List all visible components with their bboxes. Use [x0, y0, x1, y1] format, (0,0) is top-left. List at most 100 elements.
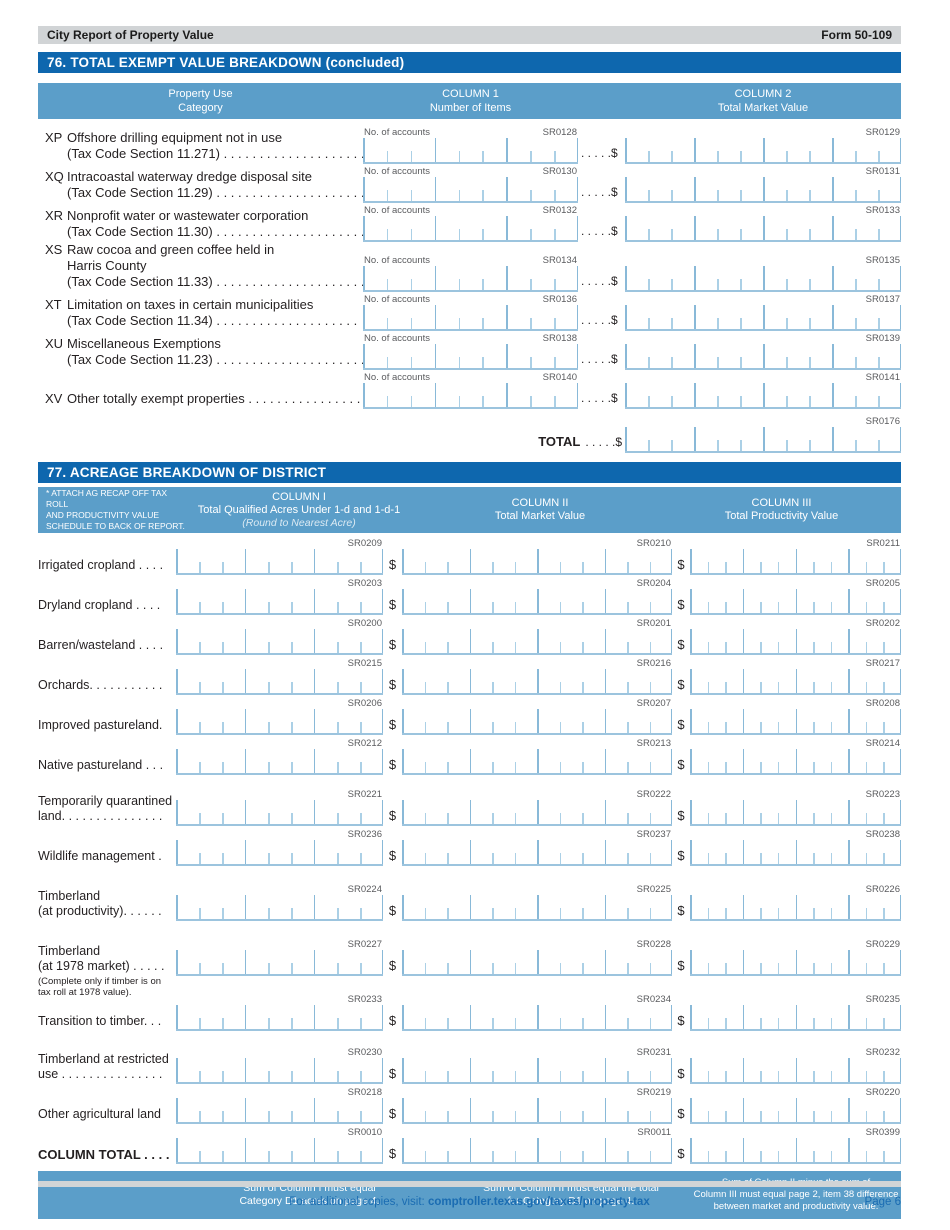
- total-productivity-value-field[interactable]: [690, 840, 901, 866]
- comb-tick: [386, 357, 389, 368]
- total-market-value-field[interactable]: [625, 383, 901, 409]
- no-of-accounts-field[interactable]: [363, 383, 578, 409]
- qualified-acres-field[interactable]: [176, 549, 383, 575]
- comb-tick: [337, 762, 339, 773]
- footer-link[interactable]: comptroller.texas.gov/taxes/property-tax: [427, 1196, 650, 1208]
- no-of-accounts-field[interactable]: [363, 177, 578, 203]
- total-market-value-field[interactable]: [402, 549, 672, 575]
- total-productivity-value-field[interactable]: [690, 749, 901, 775]
- row-label-text: (at productivity). . . . . .: [38, 904, 162, 918]
- total-productivity-value-field[interactable]: [690, 895, 901, 921]
- total-productivity-value-field[interactable]: [690, 1138, 901, 1164]
- total-productivity-value-field[interactable]: [690, 669, 901, 695]
- comb-tick: [670, 895, 672, 919]
- comb-tick: [899, 138, 901, 162]
- qualified-acres-field[interactable]: [176, 709, 383, 735]
- comb-tick: [670, 629, 672, 653]
- comb-tick: [648, 229, 650, 240]
- qualified-acres-field[interactable]: [176, 669, 383, 695]
- total-productivity-value-field[interactable]: [690, 1098, 901, 1124]
- total-market-value-field[interactable]: [402, 669, 672, 695]
- qualified-acres-field[interactable]: [176, 800, 383, 826]
- comb-tick: [604, 669, 606, 693]
- no-of-accounts-field[interactable]: [363, 138, 578, 164]
- sr-code: SR0202: [865, 618, 900, 629]
- total-productivity-value-field[interactable]: [690, 800, 901, 826]
- qualified-acres-field[interactable]: [176, 950, 383, 976]
- comb-tick: [725, 682, 727, 693]
- comb-tick: [176, 549, 178, 573]
- total-productivity-value-field[interactable]: [690, 950, 901, 976]
- comb-tick: [402, 629, 404, 653]
- qualified-acres-field[interactable]: [176, 840, 383, 866]
- qualified-acres-field[interactable]: [176, 589, 383, 615]
- comb-tick: [222, 722, 224, 733]
- comb-tick: [268, 762, 270, 773]
- dollar-sign: $: [388, 1066, 397, 1081]
- qualified-acres-field[interactable]: [176, 895, 383, 921]
- comb-tick: [537, 749, 539, 773]
- total-market-value-field[interactable]: [402, 749, 672, 775]
- qualified-acres-field[interactable]: [176, 1138, 383, 1164]
- total-market-value-field[interactable]: [625, 305, 901, 331]
- no-of-accounts-field[interactable]: [363, 305, 578, 331]
- total-productivity-value-field[interactable]: [690, 549, 901, 575]
- total-market-value-field[interactable]: [402, 1098, 672, 1124]
- exempt-row: XQ Intracoastal waterway dredge disposal …: [38, 164, 901, 203]
- total-productivity-value-field[interactable]: [690, 1005, 901, 1031]
- total-market-value-field[interactable]: [402, 950, 672, 976]
- total-market-value-field[interactable]: [402, 1005, 672, 1031]
- qualified-acres-field[interactable]: [176, 1058, 383, 1084]
- total-productivity-value-field[interactable]: [690, 1058, 901, 1084]
- no-of-accounts-field[interactable]: [363, 344, 578, 370]
- comb-tick: [291, 1151, 293, 1162]
- comb-tick: [830, 853, 833, 864]
- comb-tick: [458, 396, 461, 407]
- sr-code: SR0176: [865, 416, 900, 427]
- total-market-value-field[interactable]: [625, 138, 901, 164]
- comb-tick: [291, 682, 293, 693]
- total-market-value-field[interactable]: [402, 800, 672, 826]
- comb-tick: [832, 138, 834, 162]
- total-market-value-field[interactable]: [625, 216, 901, 242]
- no-of-accounts-field[interactable]: [363, 216, 578, 242]
- comb-tick: [268, 813, 270, 824]
- comb-tick: [740, 357, 742, 368]
- sr-code: SR0224: [347, 884, 382, 895]
- total-productivity-value-field[interactable]: [690, 709, 901, 735]
- market-value-cell: SR0135: [625, 253, 901, 292]
- grand-total-field[interactable]: [625, 427, 901, 453]
- comb-tick: [506, 138, 508, 162]
- total-productivity-value-field[interactable]: [690, 629, 901, 655]
- comb-tick: [795, 1138, 797, 1162]
- comb-tick: [469, 549, 471, 573]
- qualified-acres-field[interactable]: [176, 629, 383, 655]
- comb-tick: [482, 396, 484, 407]
- total-market-value-field[interactable]: [625, 344, 901, 370]
- comb-tick: [809, 357, 811, 368]
- comb-tick: [506, 216, 508, 240]
- comb-tick: [582, 682, 584, 693]
- total-market-value-field[interactable]: [402, 589, 672, 615]
- total-market-value-field[interactable]: [402, 629, 672, 655]
- qualified-acres-field[interactable]: [176, 1005, 383, 1031]
- comb-tick: [899, 749, 901, 773]
- total-productivity-value-field[interactable]: [690, 589, 901, 615]
- no-of-accounts-field[interactable]: [363, 266, 578, 292]
- comb-tick: [786, 229, 788, 240]
- comb-tick: [244, 950, 247, 974]
- qualified-acres-field[interactable]: [176, 749, 383, 775]
- comb-tick: [777, 602, 780, 613]
- total-market-value-field[interactable]: [402, 895, 672, 921]
- total-market-value-field[interactable]: [402, 1138, 672, 1164]
- qualified-acres-field[interactable]: [176, 1098, 383, 1124]
- comb-tick: [458, 279, 461, 290]
- comb-tick: [809, 318, 811, 329]
- total-market-value-field[interactable]: [402, 840, 672, 866]
- total-market-value-field[interactable]: [625, 266, 901, 292]
- comb-tick: [690, 549, 692, 573]
- section-76-title: 76. TOTAL EXEMPT VALUE BREAKDOWN (conclu…: [47, 55, 405, 70]
- total-market-value-field[interactable]: [625, 177, 901, 203]
- total-market-value-field[interactable]: [402, 1058, 672, 1084]
- total-market-value-field[interactable]: [402, 709, 672, 735]
